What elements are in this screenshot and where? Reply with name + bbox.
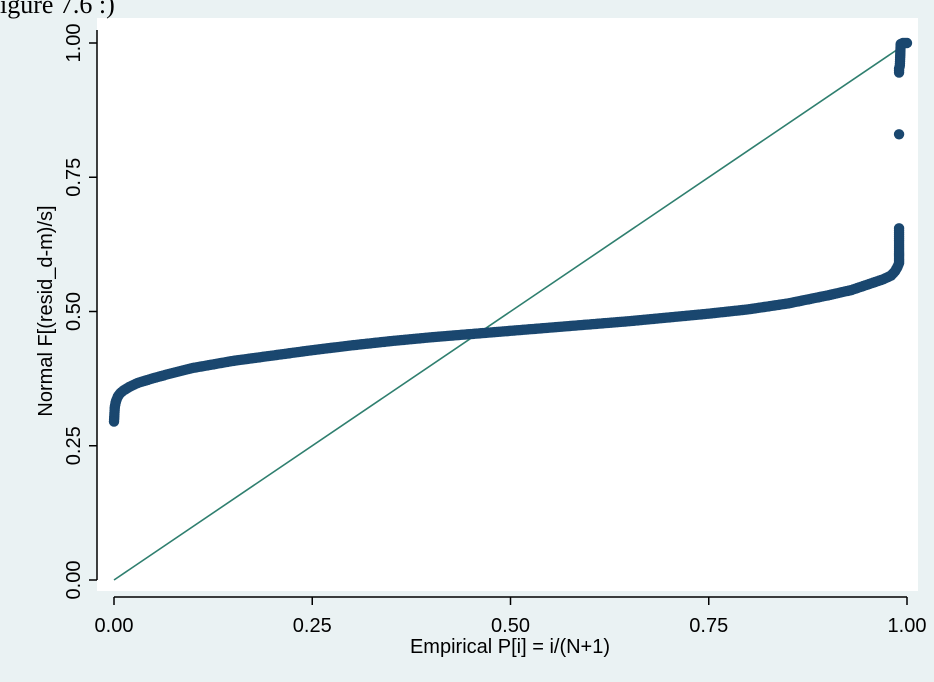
data-point xyxy=(743,304,754,315)
y-tick-label: 1.00 xyxy=(63,24,85,63)
data-point xyxy=(505,325,516,337)
data-point xyxy=(267,350,278,361)
data-point xyxy=(426,332,437,343)
data-point xyxy=(346,340,358,351)
data-point xyxy=(663,312,675,323)
x-tick-label: 0.25 xyxy=(293,615,332,637)
x-tick-label: 0.50 xyxy=(491,615,530,637)
x-ticks: 0.00 0.25 0.50 0.75 1.00 xyxy=(95,597,927,637)
data-point xyxy=(148,372,159,384)
data-point xyxy=(544,322,556,333)
y-tick-label: 0.00 xyxy=(63,561,85,600)
y-tick-label: 0.25 xyxy=(63,426,85,465)
data-point xyxy=(307,344,318,356)
data-point xyxy=(703,308,714,319)
data-point xyxy=(901,37,913,49)
data-point xyxy=(132,377,143,389)
data-point xyxy=(862,279,873,290)
y-tick-label: 0.75 xyxy=(63,158,85,197)
x-tick-label: 0.00 xyxy=(95,615,134,637)
x-tick-label: 1.00 xyxy=(888,615,927,637)
y-tick-label: 0.50 xyxy=(63,292,85,331)
data-point xyxy=(893,129,905,140)
data-point xyxy=(846,284,857,296)
data-point xyxy=(124,381,136,392)
y-axis-title: Normal F[(resid_d-m)/s] xyxy=(35,205,57,416)
data-point xyxy=(782,298,794,309)
x-axis-title: Empirical P[i] = i/(N+1) xyxy=(410,636,610,658)
y-ticks: 0.00 0.25 0.50 0.75 1.00 xyxy=(63,24,97,600)
data-point xyxy=(108,416,120,427)
data-point xyxy=(624,315,635,327)
data-point xyxy=(188,362,199,374)
data-point xyxy=(227,355,239,367)
data-point xyxy=(822,290,833,301)
reference-line xyxy=(113,42,908,581)
data-point xyxy=(893,223,905,234)
axes: 0.00 0.25 0.50 0.75 1.00 0.00 0.25 0.50 0.75 1.0… xyxy=(63,24,926,637)
data-point xyxy=(878,274,889,285)
data-points xyxy=(108,37,913,427)
data-point xyxy=(894,60,906,71)
data-point xyxy=(584,319,595,330)
x-tick-label: 0.75 xyxy=(689,615,728,637)
data-point xyxy=(893,246,905,258)
data-point xyxy=(164,368,175,379)
data-point xyxy=(465,328,477,340)
data-point xyxy=(386,335,397,347)
figure-caption: igure 7.6 :) xyxy=(0,0,115,19)
